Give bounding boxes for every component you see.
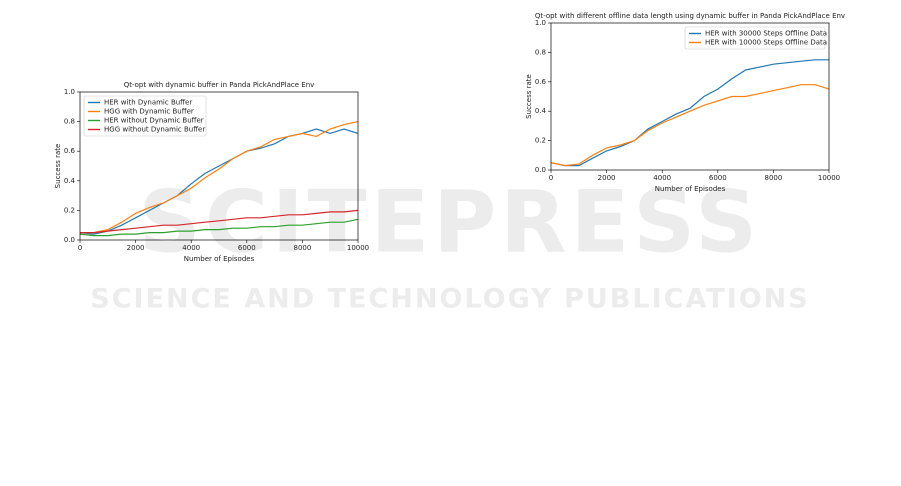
plot-frame [550,22,830,171]
watermark-title: SCITEPRESS [139,172,761,272]
x-tick-label: 6000 [238,244,256,252]
x-tick-label: 2000 [598,174,616,182]
y-tick-label: 1.0 [535,19,546,27]
chart-title: Qt-opt with different offline data lengt… [535,12,845,20]
y-tick-label: 0.8 [64,118,75,126]
x-axis-label: Number of Episodes [655,185,726,193]
y-tick-label: 0.0 [64,236,75,244]
x-tick-label: 4000 [653,174,671,182]
legend-label: HER without Dynamic Buffer [104,117,204,125]
legend-box [83,95,207,137]
x-tick-label: 4000 [182,244,200,252]
x-tick-label: 0 [78,244,82,252]
series-line [550,84,830,167]
y-tick-label: 0.2 [535,137,546,145]
x-tick-label: 0 [549,174,553,182]
series-line [79,218,359,237]
watermark-subtitle: SCIENCE AND TECHNOLOGY PUBLICATIONS [90,284,809,315]
y-tick-label: 0.4 [64,177,76,185]
y-tick-label: 0.2 [64,206,75,214]
y-tick-label: 0.4 [535,107,547,115]
legend-label: HGG with Dynamic Buffer [104,108,194,116]
legend-label: HER with 30000 Steps Offline Data [705,30,827,38]
y-tick-label: 0.0 [535,166,546,174]
series-line [550,59,829,167]
x-axis-label: Number of Episodes [184,255,255,263]
y-tick-label: 0.8 [535,48,546,56]
x-tick-label: 10000 [818,174,840,182]
series-line [80,209,359,234]
x-tick-label: 6000 [709,174,727,182]
x-tick-label: 8000 [293,244,311,252]
plot-frame [79,91,359,241]
y-tick-label: 1.0 [64,88,75,96]
legend-label: HGG without Dynamic Buffer [104,126,205,134]
series-line [80,121,359,234]
legend-label: HER with 10000 Steps Offline Data [705,39,827,47]
y-tick-label: 0.6 [535,78,547,86]
x-tick-label: 10000 [347,244,369,252]
y-axis-label: Success rate [54,144,62,189]
y-axis-label: Success rate [525,74,533,119]
x-tick-label: 2000 [127,244,145,252]
legend-label: HER with Dynamic Buffer [104,99,192,107]
y-tick-label: 0.6 [64,147,76,155]
x-tick-label: 8000 [764,174,782,182]
legend-box [684,26,826,50]
series-line [79,128,359,235]
chart-title: Qt-opt with dynamic buffer in Panda Pick… [124,81,315,89]
